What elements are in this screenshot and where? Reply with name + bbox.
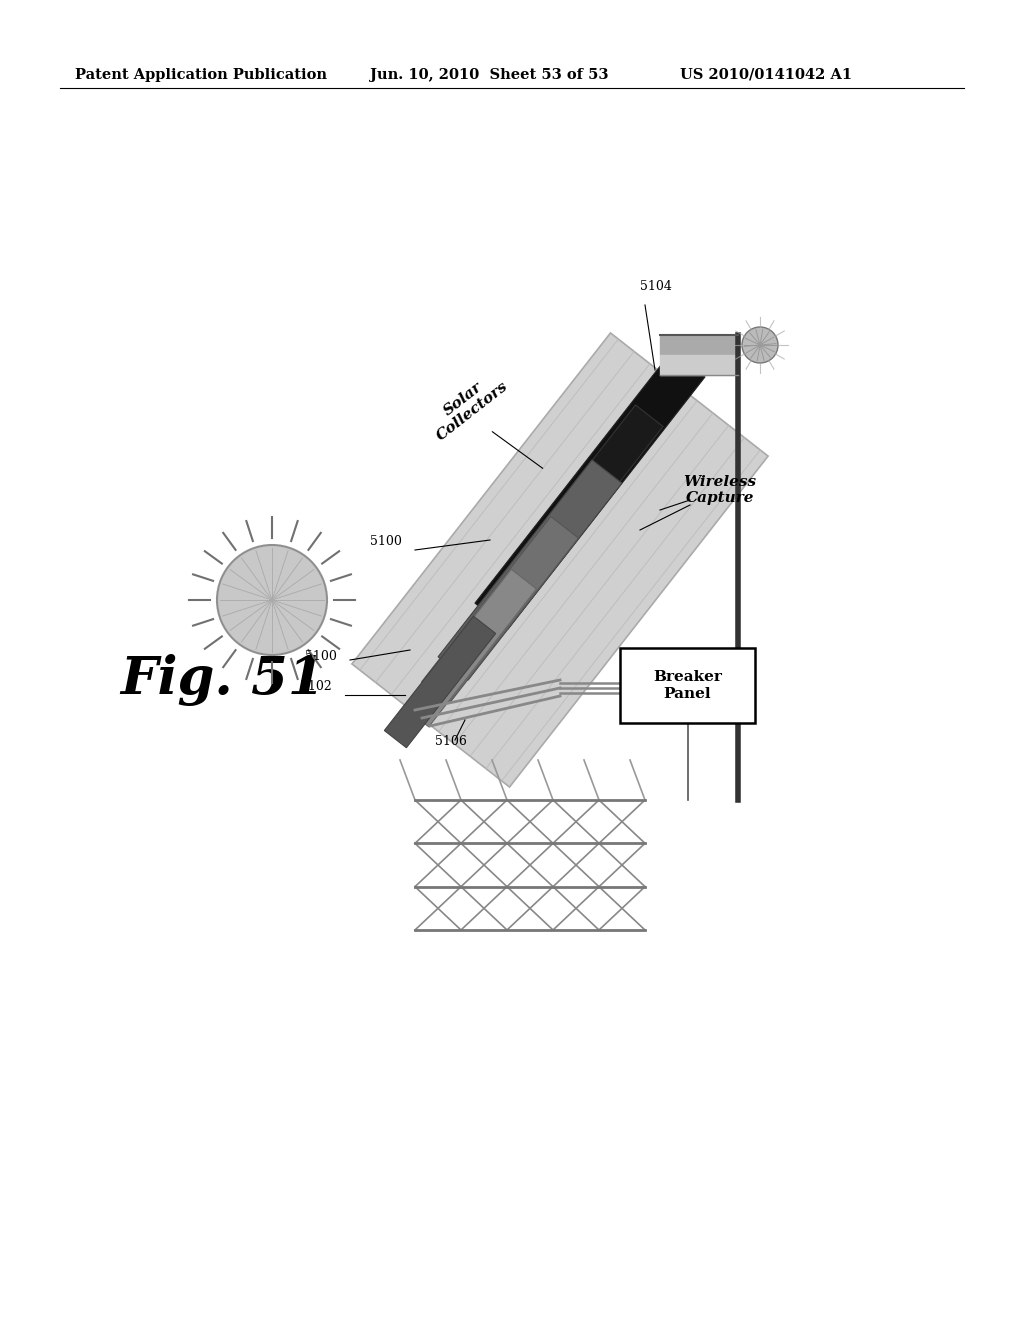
Polygon shape	[438, 459, 622, 680]
Polygon shape	[422, 516, 579, 704]
Text: 5102: 5102	[300, 680, 332, 693]
FancyBboxPatch shape	[620, 648, 755, 723]
Text: Solar
Collectors: Solar Collectors	[425, 367, 511, 444]
Polygon shape	[457, 405, 664, 655]
Text: Wireless
Capture: Wireless Capture	[683, 475, 757, 506]
Text: Patent Application Publication: Patent Application Publication	[75, 69, 327, 82]
Text: Jun. 10, 2010  Sheet 53 of 53: Jun. 10, 2010 Sheet 53 of 53	[370, 69, 608, 82]
Circle shape	[217, 545, 327, 655]
Text: Fig. 51: Fig. 51	[120, 653, 325, 706]
Polygon shape	[475, 351, 706, 630]
Text: US 2010/0141042 A1: US 2010/0141042 A1	[680, 69, 852, 82]
Text: Breaker
Panel: Breaker Panel	[653, 671, 722, 701]
Polygon shape	[352, 333, 768, 787]
Text: 5100: 5100	[305, 649, 337, 663]
Text: 5104: 5104	[640, 280, 672, 293]
Text: 5100: 5100	[370, 535, 401, 548]
Circle shape	[742, 327, 778, 363]
Text: 5106: 5106	[435, 735, 467, 748]
Polygon shape	[384, 616, 496, 747]
Polygon shape	[403, 569, 537, 727]
